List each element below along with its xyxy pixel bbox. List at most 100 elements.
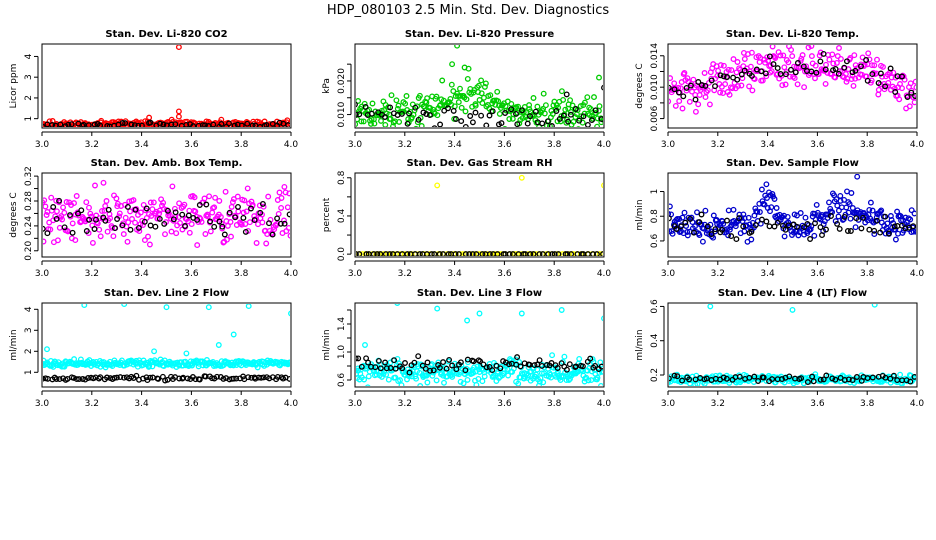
data-point	[85, 122, 92, 127]
data-point	[907, 80, 914, 87]
outlier-point	[175, 45, 182, 51]
data-point	[132, 206, 139, 213]
data-point	[446, 356, 453, 363]
x-tick-label: 3.4	[447, 399, 462, 409]
data-point	[482, 80, 489, 87]
data-point	[570, 118, 577, 125]
data-point	[72, 237, 79, 244]
x-tick-label: 3.2	[85, 399, 99, 409]
y-axis-label: degrees C	[9, 192, 19, 237]
y-tick-label: 0.8	[337, 170, 347, 185]
x-tick-label: 3.2	[85, 140, 99, 150]
data-point	[717, 62, 724, 69]
series-main	[356, 45, 603, 127]
data-point	[708, 231, 715, 238]
data-point	[799, 52, 806, 59]
data-point	[393, 97, 400, 104]
outlier-point	[163, 304, 170, 311]
data-point	[767, 62, 774, 69]
data-point	[551, 251, 558, 256]
data-point	[200, 362, 206, 369]
data-point	[382, 121, 389, 127]
data-point	[515, 103, 522, 110]
outlier-point	[707, 304, 714, 310]
data-point	[287, 120, 290, 127]
data-point	[124, 203, 131, 210]
data-point	[679, 214, 686, 221]
data-point	[912, 93, 916, 99]
data-point	[899, 85, 905, 92]
series-reference	[43, 197, 290, 238]
data-point	[89, 239, 96, 246]
series-main	[356, 304, 603, 386]
data-point	[717, 89, 724, 96]
plot-frame	[667, 302, 918, 388]
x-tick-label: 3.6	[184, 140, 199, 150]
data-point	[56, 376, 63, 383]
data-point	[676, 216, 683, 222]
data-point	[251, 217, 258, 224]
data-point	[544, 118, 551, 125]
data-point	[829, 51, 836, 58]
data-point	[277, 220, 284, 227]
data-point	[105, 206, 112, 213]
y-tick-label: 0.010	[337, 101, 347, 127]
data-point	[457, 85, 463, 92]
y-tick-label: 1	[650, 189, 660, 195]
data-point	[104, 228, 111, 235]
data-point	[137, 209, 144, 216]
outlier-point	[789, 306, 796, 313]
data-point	[47, 226, 54, 233]
data-point	[463, 96, 470, 103]
data-point	[79, 376, 86, 382]
data-point	[91, 121, 98, 127]
outlier-point	[362, 342, 368, 348]
data-point	[860, 214, 867, 221]
data-point	[220, 239, 227, 246]
data-point	[913, 374, 916, 381]
x-tick-label: 3.8	[547, 140, 562, 150]
data-point	[567, 111, 574, 118]
data-point	[168, 121, 175, 127]
data-point	[785, 59, 792, 66]
data-point	[848, 76, 855, 83]
data-point	[129, 216, 135, 222]
data-point	[596, 103, 603, 110]
data-point	[263, 240, 270, 247]
data-point	[695, 101, 702, 108]
data-point	[717, 72, 724, 79]
data-point	[594, 123, 601, 127]
outlier-point	[461, 64, 468, 71]
x-tick-label: 3.4	[134, 399, 149, 409]
data-point	[199, 122, 206, 127]
data-point	[170, 216, 177, 223]
data-point	[710, 212, 717, 219]
data-point	[724, 217, 730, 224]
data-point	[801, 224, 808, 231]
data-point	[769, 191, 776, 197]
data-point	[720, 220, 727, 227]
data-point	[804, 379, 811, 386]
panel-4: Stan. Dev. Amb. Box Temp. 3.0 3.2 3.4 3.6 3.8…	[9, 158, 298, 279]
data-point	[878, 207, 885, 214]
outlier-point	[434, 182, 441, 189]
points-layer	[43, 304, 290, 384]
series-main	[43, 45, 290, 127]
data-point	[274, 215, 281, 222]
data-point	[448, 81, 455, 88]
data-point	[696, 219, 703, 226]
data-point	[43, 238, 47, 245]
data-point	[671, 86, 678, 93]
data-point	[266, 375, 273, 382]
y-tick-label: 0.6	[650, 299, 660, 314]
data-point	[702, 207, 709, 214]
data-point	[457, 378, 464, 385]
data-point	[396, 118, 403, 125]
data-point	[473, 381, 480, 386]
data-point	[858, 225, 865, 232]
data-point	[413, 375, 420, 382]
data-point	[356, 111, 363, 118]
data-point	[863, 57, 870, 63]
y-tick-label: 0.6	[650, 234, 660, 249]
data-point	[669, 375, 672, 382]
